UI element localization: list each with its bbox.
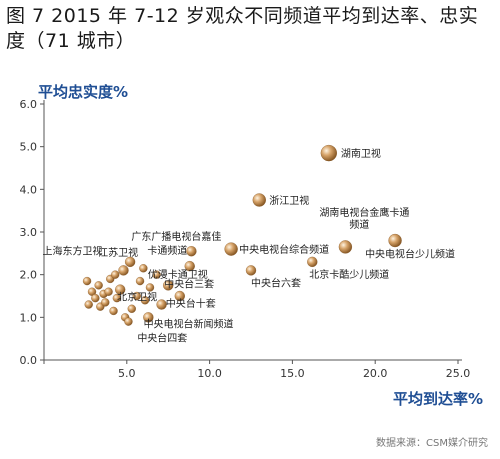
data-point[interactable]	[109, 306, 118, 316]
source-note: 数据来源：CSM媒介研究	[376, 438, 488, 449]
x-tick-label: 20.0	[363, 367, 388, 380]
point-label: 中央台三套	[164, 277, 214, 290]
data-point[interactable]	[388, 233, 402, 248]
point-label: 中央台十套	[166, 297, 216, 310]
data-point[interactable]	[307, 256, 318, 268]
point-label: 广东广播电视台嘉佳卡通频道	[131, 230, 221, 257]
y-tick-label: 6.0	[20, 98, 38, 111]
data-point[interactable]	[152, 270, 161, 279]
data-point[interactable]	[320, 144, 337, 162]
data-point[interactable]	[111, 270, 120, 279]
y-tick-label: 0.0	[20, 354, 38, 367]
data-point[interactable]	[115, 284, 126, 295]
x-tick-label: 15.0	[280, 367, 305, 380]
data-point[interactable]	[252, 193, 266, 207]
point-label: 中央电视台新闻频道	[144, 318, 234, 331]
data-point[interactable]	[91, 293, 100, 303]
data-point[interactable]	[174, 290, 185, 302]
data-point[interactable]	[112, 293, 122, 303]
data-point[interactable]	[186, 246, 197, 257]
point-label: 上海东方卫视	[42, 244, 102, 257]
data-point[interactable]	[140, 296, 150, 305]
data-point[interactable]	[101, 298, 110, 307]
data-point[interactable]	[184, 260, 195, 272]
y-tick-label: 4.0	[20, 183, 38, 196]
point-label: 浙江卫视	[269, 194, 309, 207]
y-tick-label: 3.0	[20, 226, 38, 239]
point-label: 江苏卫视	[98, 246, 138, 259]
point-label: 湖南卫视	[341, 147, 381, 160]
data-point[interactable]	[245, 265, 257, 276]
point-label: 中央电视台综合频道	[239, 243, 329, 256]
data-point[interactable]	[135, 276, 145, 286]
point-label: 北京卡酷少儿频道	[309, 268, 389, 281]
x-tick-label: 10.0	[197, 367, 222, 380]
y-tick-label: 1.0	[20, 311, 38, 324]
data-point[interactable]	[84, 300, 93, 309]
data-point[interactable]	[94, 281, 103, 290]
point-label: 中央台六套	[251, 276, 301, 289]
y-tick-label: 2.0	[20, 269, 38, 282]
point-label: 中央电视台少儿频道	[365, 248, 455, 261]
point-label: 优漫卡通卫视	[148, 268, 208, 281]
x-axis-label: 平均到达率%	[393, 390, 483, 408]
data-point[interactable]	[118, 265, 129, 276]
chart-title: 图 7 2015 年 7-12 岁观众不同频道平均到达率、忠实度（71 城市）	[6, 5, 479, 52]
data-point[interactable]	[145, 283, 155, 292]
x-tick-label: 25.0	[446, 367, 471, 380]
data-point[interactable]	[156, 299, 167, 310]
data-point[interactable]	[139, 264, 148, 273]
point-label: 中央台四套	[137, 331, 187, 344]
point-label: 湖南电视台金鹰卡通频道	[319, 206, 409, 231]
data-point[interactable]	[143, 312, 154, 323]
x-tick-label: 5.0	[118, 367, 136, 380]
y-axis-label: 平均忠实度%	[38, 83, 128, 101]
data-point[interactable]	[124, 317, 133, 326]
data-point[interactable]	[338, 240, 353, 254]
y-tick-label: 5.0	[20, 141, 38, 154]
data-point[interactable]	[104, 287, 113, 296]
data-point[interactable]	[124, 256, 136, 268]
data-point[interactable]	[163, 280, 174, 291]
data-point[interactable]	[127, 304, 136, 313]
data-point[interactable]	[224, 242, 238, 256]
data-point[interactable]	[82, 276, 92, 286]
data-point[interactable]	[132, 291, 141, 301]
point-label: 北京卫视	[117, 291, 157, 304]
